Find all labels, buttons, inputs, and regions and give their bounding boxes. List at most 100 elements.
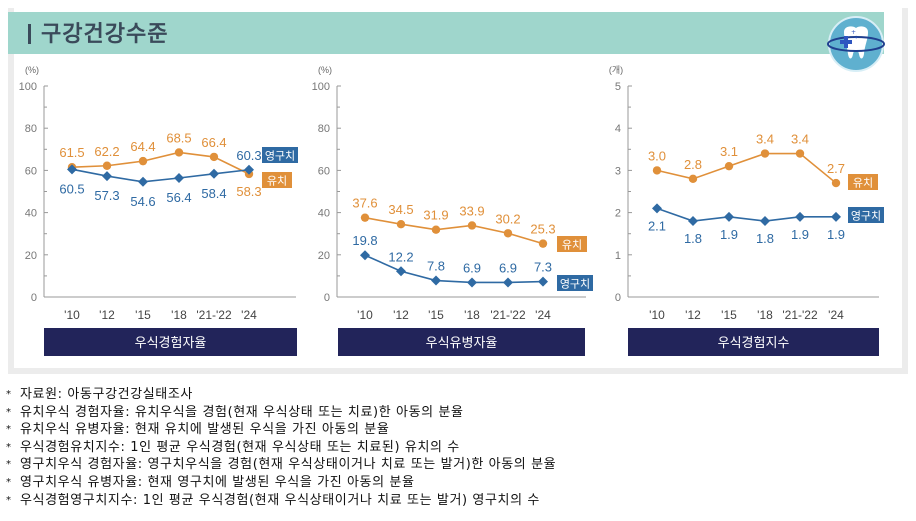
- chart-1: (%) 0 20 40 60 80 100 '10 '12 '15 '18 '21-'22 '24 61.…: [19, 65, 298, 356]
- legend-swatch: [262, 172, 292, 188]
- x-tick-label: '15: [135, 308, 151, 322]
- data-label: 37.6: [352, 196, 377, 211]
- y-tick-label: 20: [318, 250, 330, 262]
- data-point: [431, 275, 441, 286]
- data-label: 1.8: [756, 231, 774, 246]
- series-line: [364, 254, 544, 284]
- legend-label: 영구치: [851, 210, 881, 223]
- y-tick-label: 100: [312, 81, 330, 93]
- panel-body: [14, 8, 902, 368]
- data-point: [688, 174, 698, 184]
- note-bullet: *: [6, 459, 12, 471]
- data-label: 2.7: [827, 161, 845, 176]
- data-point: [538, 239, 548, 248]
- note-item: * 영구치우식 유병자율: 현재 영구치에 발생된 우식을 가진 아동의 분율: [6, 474, 906, 492]
- data-label: 33.9: [459, 203, 484, 218]
- charts-area: (%) 0 20 40 60 80 100 '10 '12 '15 '18 '21-'22 '24 61.…: [19, 65, 884, 356]
- note-text: 영구치우식 경험자율: 영구치우식을 경험(현재 우식상태이거나 치료 또는 발…: [20, 457, 557, 473]
- x-tick-label: '15: [428, 308, 444, 322]
- note-item: * 유치우식 유병자율: 현재 유치에 발생된 우식을 가진 아동의 분율: [6, 421, 906, 439]
- tooth-icon: + +: [827, 16, 885, 72]
- x-tick-label: '21-'22: [196, 308, 232, 322]
- data-label: 54.6: [130, 194, 155, 209]
- legend-primary-teeth: 유치: [262, 172, 292, 188]
- chart-title: 우식유병자율: [426, 336, 498, 351]
- note-text: 유치우식 유병자율: 현재 유치에 발생된 우식을 가진 아동의 분율: [20, 422, 390, 438]
- x-tick-label: '10: [649, 308, 665, 322]
- x-tick-label: '10: [357, 308, 373, 322]
- svg-text:+: +: [854, 35, 858, 41]
- header-bar: [8, 12, 884, 54]
- chart-title: 우식경험지수: [718, 336, 790, 351]
- y-tick-label: 60: [25, 165, 37, 177]
- data-point: [102, 171, 112, 182]
- series-primary-teeth: 61.5 62.2 64.4 68.5 66.4 58.3: [59, 130, 261, 199]
- note-text: 우식경험유치지수: 1인 평균 우식경험(현재 우식상태 또는 치료된) 유치의…: [20, 439, 460, 455]
- data-label: 2.8: [684, 157, 702, 172]
- legend-permanent-teeth: 영구치: [848, 207, 884, 223]
- y-unit-label: (%): [318, 65, 332, 75]
- note-item: * 자료원: 아동구강건강실태조사: [6, 386, 906, 404]
- chart-title-bg: [44, 328, 297, 356]
- title-accent-bar: [28, 24, 31, 44]
- data-point: [396, 266, 406, 277]
- x-tick-label: '10: [64, 308, 80, 322]
- data-label: 64.4: [130, 139, 155, 154]
- data-label: 1.9: [791, 227, 809, 242]
- x-tick-label: '21-'22: [490, 308, 526, 322]
- data-point: [760, 216, 770, 227]
- data-point: [360, 250, 370, 261]
- data-point: [760, 149, 770, 158]
- chart-title: 우식경험자율: [135, 336, 207, 351]
- legend-label: 유치: [853, 177, 873, 190]
- data-label: 12.2: [388, 249, 413, 264]
- data-point: [831, 178, 841, 188]
- data-point: [467, 221, 477, 230]
- y-tick-label: 4: [615, 123, 621, 135]
- note-bullet: *: [6, 476, 12, 488]
- y-tick-label: 0: [324, 292, 330, 304]
- data-label: 60.3: [236, 148, 261, 163]
- x-tick-label: '24: [828, 308, 844, 322]
- data-label: 25.3: [530, 222, 555, 237]
- y-tick-label: 20: [25, 250, 37, 262]
- y-tick-label: 60: [318, 165, 330, 177]
- data-label: 2.1: [648, 218, 666, 233]
- page-title: 구강건강수준: [28, 16, 168, 48]
- data-point: [244, 164, 254, 175]
- legend-label: 영구치: [265, 150, 295, 163]
- data-label: 58.4: [201, 186, 226, 201]
- y-tick-label: 80: [318, 123, 330, 135]
- series-primary-teeth: 37.6 34.5 31.9 33.9 30.2 25.3: [352, 196, 556, 248]
- page-title-text: 구강건강수준: [41, 22, 169, 47]
- data-label: 3.1: [720, 144, 738, 159]
- y-tick-label: 40: [25, 208, 37, 220]
- data-point: [652, 166, 662, 175]
- data-point: [652, 203, 662, 214]
- x-tick-label: '12: [685, 308, 701, 322]
- note-text: 유치우식 경험자율: 유치우식을 경험(현재 우식상태 또는 치료)한 아동의 …: [20, 404, 464, 420]
- x-tick-label: '18: [757, 308, 773, 322]
- note-item: * 우식경험영구치지수: 1인 평균 우식경험(현재 우식상태이거나 치료 또는 …: [6, 492, 906, 510]
- data-label: 1.9: [720, 227, 738, 242]
- y-tick-label: 40: [318, 208, 330, 220]
- data-label: 61.5: [59, 145, 84, 160]
- y-unit-label: (개): [609, 65, 623, 75]
- note-bullet: *: [6, 494, 12, 506]
- data-point: [396, 220, 406, 229]
- legend-primary-teeth: 유치: [557, 236, 587, 252]
- chart-2: (%) 0 20 40 60 80 100 '10 '12 '15 '18 '21-'22 '24 37.…: [312, 65, 593, 356]
- note-item: * 유치우식 경험자율: 유치우식을 경험(현재 우식상태 또는 치료)한 아동의…: [6, 404, 906, 422]
- data-point: [538, 276, 548, 287]
- x-tick-label: '12: [393, 308, 409, 322]
- data-point: [831, 211, 841, 222]
- y-tick-label: 80: [25, 123, 37, 135]
- data-point: [138, 176, 148, 187]
- data-point: [138, 156, 148, 166]
- data-point: [467, 277, 477, 288]
- series-permanent-teeth: 2.1 1.8 1.9 1.8 1.9 1.9: [648, 203, 845, 246]
- series-line: [71, 151, 250, 175]
- chart-title-bar: 우식유병자율: [338, 328, 585, 356]
- data-label: 7.3: [534, 260, 552, 275]
- data-point: [102, 161, 112, 170]
